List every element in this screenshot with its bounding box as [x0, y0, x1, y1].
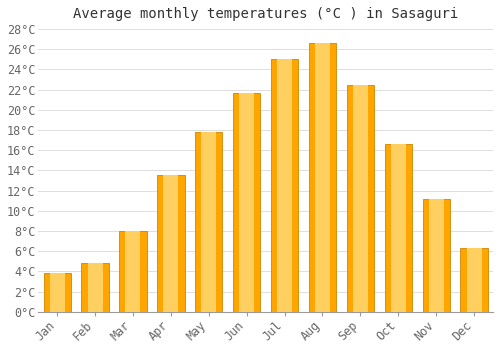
Bar [44, 273, 71, 312]
Bar [50, 273, 64, 312]
Bar [384, 144, 412, 312]
Bar [195, 132, 222, 312]
Bar [347, 85, 374, 312]
Bar [466, 248, 481, 312]
Bar [460, 248, 487, 312]
Bar [202, 132, 216, 312]
Bar [82, 263, 108, 312]
Title: Average monthly temperatures (°C ) in Sasaguri: Average monthly temperatures (°C ) in Sa… [73, 7, 458, 21]
Bar [164, 175, 178, 312]
Bar [271, 60, 298, 312]
Bar [239, 93, 254, 312]
Bar [309, 43, 336, 312]
Bar [277, 60, 292, 312]
Bar [428, 199, 444, 312]
Bar [353, 85, 368, 312]
Bar [157, 175, 184, 312]
Bar [233, 93, 260, 312]
Bar [422, 199, 450, 312]
Bar [315, 43, 330, 312]
Bar [126, 231, 140, 312]
Bar [391, 144, 406, 312]
Bar [88, 263, 102, 312]
Bar [120, 231, 146, 312]
